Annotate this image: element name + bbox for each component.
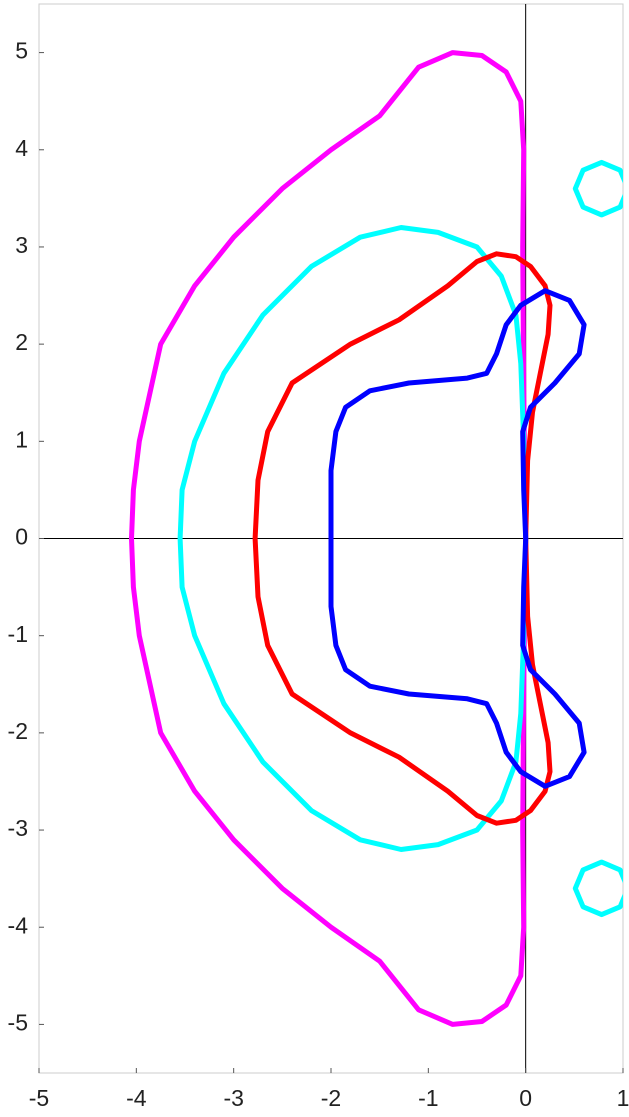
x-tick-label: -1 <box>418 1085 438 1111</box>
y-tick-label: 3 <box>15 232 28 258</box>
x-tick-label: -4 <box>126 1085 147 1111</box>
y-tick-label: 5 <box>15 38 28 64</box>
x-tick-label: -5 <box>29 1085 49 1111</box>
y-tick-label: -5 <box>8 1009 28 1035</box>
y-tick-label: -1 <box>8 621 28 647</box>
x-tick-label: 0 <box>519 1085 532 1111</box>
y-tick-label: -2 <box>8 718 28 744</box>
curve <box>129 50 529 1027</box>
y-tick-label: 4 <box>15 135 28 161</box>
x-tick-label: 1 <box>617 1085 629 1111</box>
x-tick-label: -3 <box>223 1085 243 1111</box>
y-tick-label: 0 <box>15 524 28 550</box>
y-tick-label: -3 <box>8 815 28 841</box>
y-tick-label: 2 <box>15 329 28 355</box>
y-tick-label: 1 <box>15 426 28 452</box>
plot-marks <box>39 4 623 1073</box>
y-tick-label: -4 <box>8 912 29 938</box>
x-tick-label: -2 <box>321 1085 341 1111</box>
curve <box>328 288 587 789</box>
